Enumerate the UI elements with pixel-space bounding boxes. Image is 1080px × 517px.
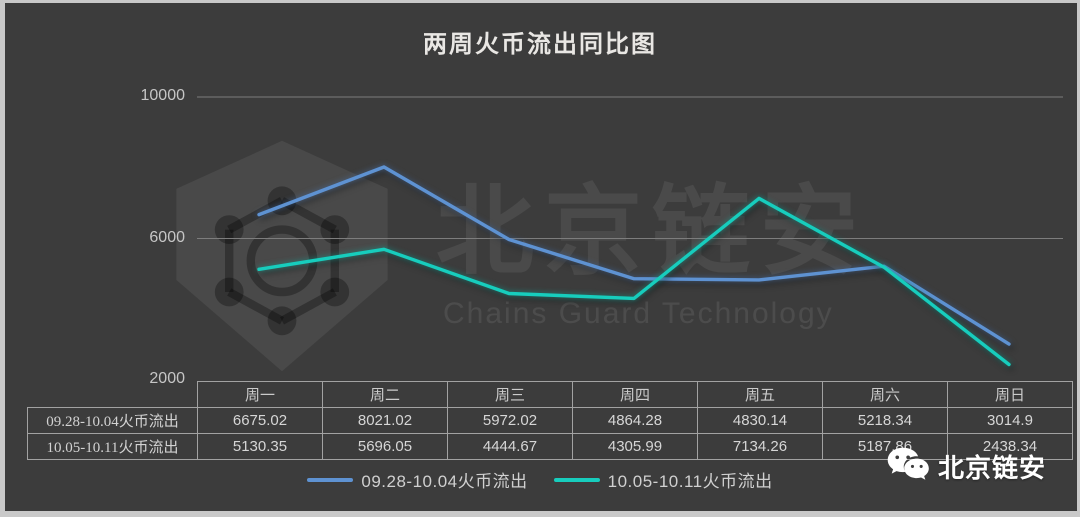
table-header-row: 周一 周二 周三 周四 周五 周六 周日: [28, 381, 1073, 408]
y-axis-tick-label: 10000: [140, 87, 186, 104]
table-cell: 7134.26: [697, 433, 823, 460]
legend-swatch: [553, 477, 600, 482]
legend-swatch: [307, 477, 354, 482]
table-row-label: 09.28-10.04火币流出: [27, 407, 198, 434]
table-cell: 2438.34: [947, 433, 1073, 460]
legend-label: 09.28-10.04火币流出: [361, 472, 528, 491]
table-cell: 8021.02: [322, 407, 448, 434]
legend-item: 10.05-10.11火币流出: [553, 467, 773, 492]
table-cell: 4830.14: [697, 407, 823, 434]
chart-title: 两周火币流出同比图: [423, 32, 657, 58]
chains-guard-shield-logo: [176, 140, 388, 372]
y-axis-tick-label: 6000: [149, 228, 185, 246]
watermark-cn-text: 北京链安: [436, 176, 869, 286]
table-cell: 5130.35: [197, 433, 323, 460]
table-cell: 3014.9: [947, 407, 1073, 434]
table-row-label: 10.05-10.11火币流出: [27, 433, 198, 460]
legend-label: 10.05-10.11火币流出: [607, 472, 773, 491]
data-table: 周一 周二 周三 周四 周五 周六 周日 09.28-10.04火币流出 6675.02 8021…: [27, 381, 1073, 460]
series-line-1: [257, 196, 1011, 367]
table-column-header: 周日: [947, 381, 1073, 408]
wechat-badge-label: 北京链安: [938, 452, 1047, 483]
table-column-header: 周三: [447, 381, 573, 408]
watermark-en-text: Chains Guard Technology: [443, 297, 834, 330]
y-axis-tick-label: 2000: [149, 370, 185, 387]
table-column-header: 周六: [822, 381, 948, 408]
table-cell: 6675.02: [197, 407, 323, 434]
table-corner-cell: [28, 382, 198, 408]
wechat-badge: 北京链安: [886, 446, 1046, 486]
table-column-header: 周二: [322, 381, 448, 408]
table-cell: 4305.99: [572, 433, 698, 460]
table-cell: 4864.28: [572, 407, 698, 434]
table-cell: 4444.67: [447, 433, 573, 460]
table-cell: 5972.02: [447, 407, 573, 434]
chart-legend: 09.28-10.04火币流出 10.05-10.11火币流出: [0, 467, 1080, 492]
table-row: 09.28-10.04火币流出 6675.02 8021.02 5972.02 4864…: [27, 407, 1073, 434]
table-column-header: 周四: [572, 381, 698, 408]
table-column-header: 周五: [697, 381, 823, 408]
table-cell: 5187.86: [822, 433, 948, 460]
wechat-icon: [887, 447, 929, 480]
legend-item: 09.28-10.04火币流出: [307, 467, 527, 492]
series-line-0: [257, 165, 1011, 346]
table-column-header: 周一: [197, 381, 323, 408]
table-row: 10.05-10.11火币流出 5130.35 5696.05 4444.67 4305…: [27, 433, 1073, 460]
table-cell: 5696.05: [322, 433, 448, 460]
table-cell: 5218.34: [822, 407, 948, 434]
